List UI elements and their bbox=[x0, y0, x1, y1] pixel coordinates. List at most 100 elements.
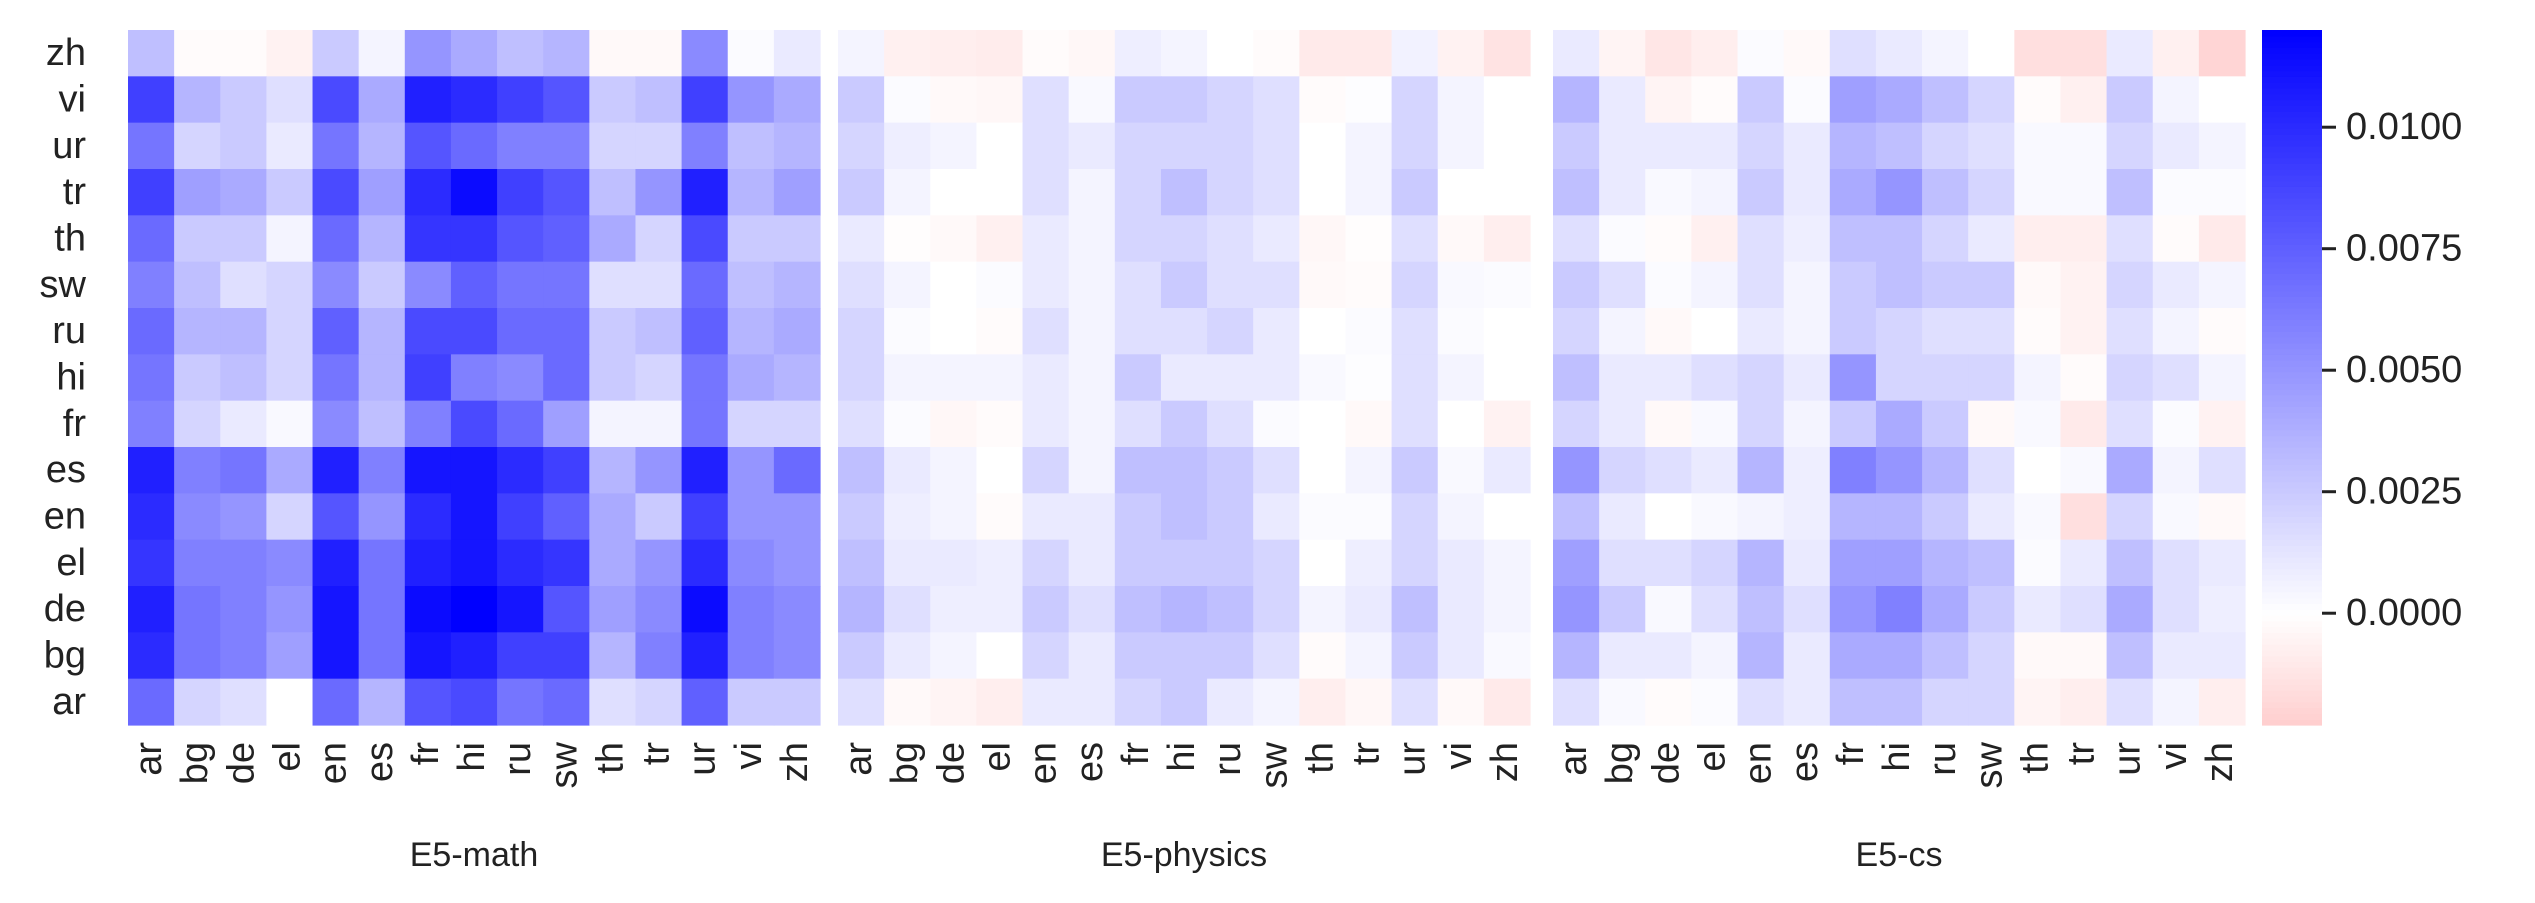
colorbar-step bbox=[2262, 140, 2322, 147]
x-tick-label: vi bbox=[728, 742, 770, 769]
colorbar-step bbox=[2262, 53, 2322, 60]
colorbar-step bbox=[2262, 284, 2322, 292]
colorbar-step bbox=[2262, 452, 2322, 460]
heatmap-cell bbox=[976, 261, 1024, 309]
heatmap-cell bbox=[1922, 215, 1969, 263]
colorbar-tick-label: 0.0000 bbox=[2346, 592, 2462, 634]
heatmap-cell bbox=[1114, 354, 1162, 402]
heatmap-cell bbox=[358, 30, 406, 77]
heatmap-cell bbox=[773, 539, 821, 587]
heatmap-cell bbox=[773, 678, 821, 726]
heatmap-cell bbox=[2198, 447, 2246, 494]
heatmap-cell bbox=[2152, 586, 2200, 633]
heatmap-cell bbox=[1483, 308, 1531, 355]
heatmap-cell bbox=[1299, 586, 1347, 633]
heatmap-cell bbox=[1553, 122, 1600, 170]
heatmap-cell bbox=[1253, 400, 1300, 448]
heatmap-cell bbox=[1783, 447, 1831, 494]
heatmap-cell bbox=[1391, 400, 1439, 448]
heatmap-cell bbox=[1875, 215, 1923, 263]
heatmap-cell bbox=[2106, 308, 2154, 355]
heatmap-cell bbox=[266, 76, 314, 124]
heatmap-cell bbox=[589, 400, 637, 448]
heatmap-cell bbox=[358, 169, 406, 216]
heatmap-cell bbox=[838, 30, 885, 77]
heatmap-cell bbox=[727, 215, 775, 263]
heatmap-cell bbox=[1068, 400, 1116, 448]
heatmap-cell bbox=[681, 308, 729, 355]
heatmap-cell bbox=[1922, 632, 1969, 680]
heatmap-cell bbox=[1483, 76, 1531, 124]
heatmap-cell bbox=[773, 261, 821, 309]
heatmap-cell bbox=[1691, 122, 1739, 170]
heatmap-cell bbox=[1783, 632, 1831, 680]
heatmap-cell bbox=[1645, 215, 1692, 263]
colorbar-step bbox=[2262, 609, 2322, 616]
colorbar-step bbox=[2262, 516, 2322, 523]
colorbar-step bbox=[2262, 325, 2322, 332]
heatmap-cell bbox=[358, 493, 406, 541]
heatmap-cell bbox=[1068, 447, 1116, 494]
heatmap-cell bbox=[1160, 261, 1208, 309]
x-tick-label: en bbox=[1023, 742, 1065, 784]
heatmap-cell bbox=[838, 308, 885, 355]
heatmap-cell bbox=[930, 586, 977, 633]
heatmap-cell bbox=[128, 354, 175, 402]
heatmap-cell bbox=[1345, 539, 1393, 587]
heatmap-cell bbox=[681, 354, 729, 402]
heatmap-cell bbox=[220, 169, 267, 216]
colorbar-step bbox=[2262, 215, 2322, 222]
heatmap-cell bbox=[2060, 632, 2108, 680]
heatmap-cell bbox=[1968, 308, 2015, 355]
heatmap-cell bbox=[930, 632, 977, 680]
heatmap-cell bbox=[1022, 76, 1070, 124]
colorbar-step bbox=[2262, 545, 2322, 552]
heatmap-cell bbox=[1345, 308, 1393, 355]
heatmap-cell bbox=[1737, 447, 1785, 494]
heatmap-cell bbox=[930, 122, 977, 170]
heatmap-cell bbox=[1253, 122, 1300, 170]
colorbar-step bbox=[2262, 35, 2322, 43]
heatmap-cell bbox=[773, 122, 821, 170]
heatmap-cell bbox=[589, 539, 637, 587]
heatmap-cell bbox=[976, 122, 1024, 170]
heatmap-cell bbox=[266, 678, 314, 726]
colorbar-step bbox=[2262, 82, 2322, 89]
heatmap-cell bbox=[884, 30, 931, 77]
heatmap-cell bbox=[773, 76, 821, 124]
heatmap-cell bbox=[174, 308, 221, 355]
x-tick-label: es bbox=[1784, 742, 1826, 782]
heatmap-cell bbox=[884, 493, 931, 541]
heatmap-cell bbox=[128, 632, 175, 680]
heatmap-cell bbox=[976, 678, 1024, 726]
heatmap-cell bbox=[1829, 261, 1877, 309]
heatmap-cell bbox=[543, 632, 590, 680]
heatmap-cell bbox=[1599, 215, 1646, 263]
heatmap-cell bbox=[2014, 354, 2062, 402]
heatmap-cell bbox=[1645, 76, 1692, 124]
heatmap-cell bbox=[543, 447, 590, 494]
colorbar-step bbox=[2262, 672, 2322, 680]
heatmap-cell bbox=[174, 586, 221, 633]
heatmap-cell bbox=[1875, 30, 1923, 77]
x-tick-label: fr bbox=[1830, 742, 1872, 766]
heatmap-cell bbox=[1253, 76, 1300, 124]
heatmap-cell bbox=[884, 632, 931, 680]
heatmap-cell bbox=[1875, 539, 1923, 587]
heatmap-cell bbox=[312, 493, 360, 541]
x-tick-label: tr bbox=[636, 742, 678, 766]
heatmap-cell bbox=[589, 678, 637, 726]
colorbar-step bbox=[2262, 649, 2322, 657]
heatmap-cell bbox=[1022, 493, 1070, 541]
heatmap-cell bbox=[1691, 632, 1739, 680]
heatmap-cell bbox=[266, 308, 314, 355]
heatmap-cell bbox=[404, 261, 452, 309]
colorbar-step bbox=[2262, 70, 2322, 77]
colorbar-step bbox=[2262, 713, 2322, 720]
heatmap-cell bbox=[635, 539, 683, 587]
heatmap-cell bbox=[1160, 586, 1208, 633]
heatmap-cell bbox=[1068, 354, 1116, 402]
x-tick-label: fr bbox=[405, 742, 447, 766]
heatmap-cell bbox=[1160, 539, 1208, 587]
heatmap-cell bbox=[1483, 632, 1531, 680]
